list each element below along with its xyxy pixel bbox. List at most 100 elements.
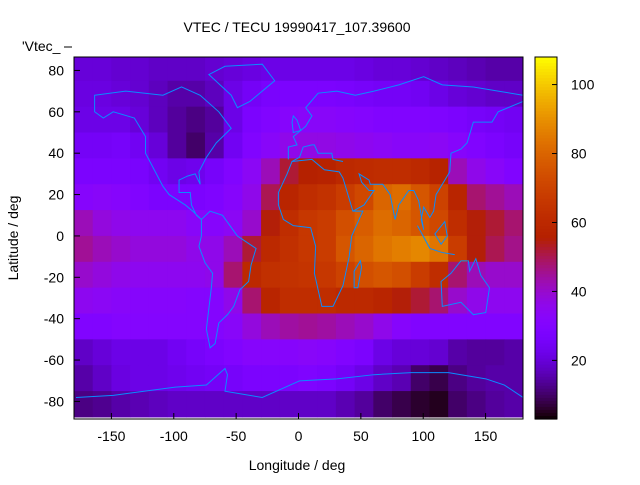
y-tick-label: 80 xyxy=(48,62,64,78)
heatmap-cell xyxy=(111,261,131,289)
colorbar-segment xyxy=(535,277,557,281)
heatmap-cell xyxy=(223,365,243,392)
colorbar-segment xyxy=(535,168,557,173)
heatmap-cell xyxy=(74,132,94,159)
colorbar-segment xyxy=(535,183,557,188)
heatmap-cell xyxy=(279,132,299,159)
colorbar-segment xyxy=(535,412,557,417)
heatmap-cell xyxy=(392,339,412,366)
heatmap-cell xyxy=(354,158,374,185)
heatmap-cell xyxy=(167,235,187,263)
colorbar-segment xyxy=(535,349,557,354)
heatmap-cell xyxy=(223,57,243,82)
heatmap-cell xyxy=(242,132,262,159)
heatmap-cell xyxy=(204,106,225,134)
colorbar-segment xyxy=(535,81,557,85)
heatmap-cell xyxy=(167,339,187,366)
heatmap-cell xyxy=(74,80,94,108)
coastline-uk xyxy=(292,116,301,133)
heatmap-cell xyxy=(354,57,374,82)
colorbar-segment xyxy=(535,144,557,149)
colorbar-tick-label: 80 xyxy=(571,146,587,162)
colorbar-segment xyxy=(535,355,557,360)
colorbar-segment xyxy=(535,343,557,348)
heatmap-cell xyxy=(392,235,412,263)
colorbar-segment xyxy=(535,325,557,330)
heatmap-cell xyxy=(448,391,468,418)
colorbar-segment xyxy=(535,72,557,76)
heatmap-cell xyxy=(392,261,412,289)
colorbar-segment xyxy=(535,397,557,402)
heatmap-cell xyxy=(485,235,505,263)
coastline-south-america xyxy=(199,211,256,348)
heatmap-cell xyxy=(410,339,430,366)
colorbar-tick-label: 100 xyxy=(571,77,595,93)
heatmap-cell xyxy=(485,391,505,418)
heatmap-cell xyxy=(279,158,299,185)
x-tick-label: -100 xyxy=(160,428,188,444)
heatmap-cell xyxy=(410,132,430,159)
heatmap-cell xyxy=(448,261,468,289)
heatmap-cell xyxy=(223,158,243,185)
heatmap-cell xyxy=(466,80,487,108)
heatmap-cell xyxy=(410,313,430,340)
heatmap-cell xyxy=(317,158,337,185)
x-tick-label: 150 xyxy=(474,428,498,444)
heatmap-cell xyxy=(204,287,225,315)
heatmap-cell xyxy=(317,261,337,289)
heatmap-cell xyxy=(167,106,187,134)
heatmap-cell xyxy=(373,210,393,237)
y-tick-label: 40 xyxy=(48,145,64,161)
heatmap-cell xyxy=(74,313,94,340)
heatmap-cell xyxy=(335,313,356,340)
heatmap-cell xyxy=(335,365,356,392)
heatmap-cell xyxy=(92,132,112,159)
colorbar-segment xyxy=(535,394,557,399)
heatmap-cell xyxy=(485,80,505,108)
heatmap-cell xyxy=(261,80,281,108)
heatmap-cell xyxy=(298,158,318,185)
heatmap-cell xyxy=(92,106,112,134)
heatmap-cell xyxy=(429,365,449,392)
heatmap-cell xyxy=(466,261,487,289)
heatmap-cell xyxy=(373,235,393,263)
heatmap-cell xyxy=(111,158,131,185)
heatmap-cell xyxy=(186,210,206,237)
colorbar-segment xyxy=(535,102,557,106)
colorbar-segment xyxy=(535,310,557,315)
heatmap-cell xyxy=(186,261,206,289)
heatmap-cell xyxy=(392,287,412,315)
heatmap-cell xyxy=(317,106,337,134)
heatmap-cell xyxy=(167,57,187,82)
heatmap-cell xyxy=(429,287,449,315)
colorbar-segment xyxy=(535,198,557,203)
colorbar-segment xyxy=(535,328,557,333)
heatmap-cell xyxy=(148,339,169,366)
heatmap-cell xyxy=(373,391,393,418)
y-tick-label: 0 xyxy=(56,228,64,244)
heatmap-cell xyxy=(392,132,412,159)
heatmap-cell xyxy=(429,106,449,134)
colorbar-segment xyxy=(535,364,557,369)
colorbar-segment xyxy=(535,180,557,185)
heatmap-cell xyxy=(74,184,94,211)
heatmap-cell xyxy=(466,57,487,82)
heatmap-cell xyxy=(111,339,131,366)
coastline-north-america xyxy=(95,87,232,219)
colorbar-segment xyxy=(535,117,557,121)
colorbar-segment xyxy=(535,265,557,269)
heatmap-cell xyxy=(261,158,281,185)
colorbar-segment xyxy=(535,238,557,242)
heatmap-cell xyxy=(317,80,337,108)
heatmap-cell xyxy=(111,313,131,340)
heatmap-cell xyxy=(111,287,131,315)
heatmap-cell xyxy=(410,57,430,82)
heatmap-cell xyxy=(335,80,356,108)
heatmap-cell xyxy=(148,365,169,392)
colorbar-segment xyxy=(535,195,557,200)
heatmap-cell xyxy=(186,365,206,392)
heatmap-cell xyxy=(335,235,356,263)
colorbar-segment xyxy=(535,259,557,263)
colorbar-segment xyxy=(535,174,557,179)
heatmap-cell xyxy=(148,106,169,134)
